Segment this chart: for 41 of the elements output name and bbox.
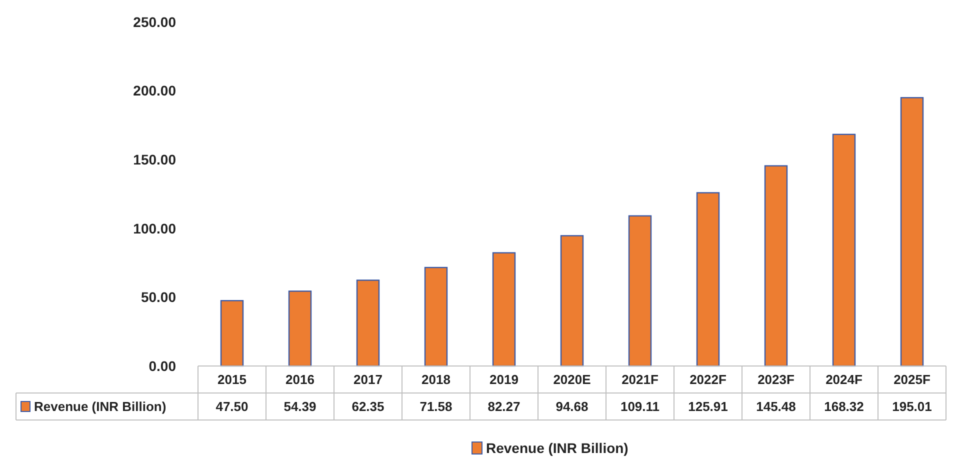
bar — [832, 134, 856, 367]
x-tick-label: 2017 — [354, 372, 382, 388]
bar — [764, 165, 788, 367]
y-tick-label: 250.00 — [133, 14, 176, 30]
x-tick-label: 2024F — [826, 372, 862, 388]
data-label: 54.39 — [284, 399, 316, 414]
data-label: 195.01 — [892, 399, 932, 414]
bar — [356, 280, 380, 367]
x-tick-label: 2018 — [422, 372, 450, 388]
data-label: 168.32 — [824, 399, 864, 414]
x-tick-label: 2025F — [894, 372, 930, 388]
x-tick-label: 2016 — [286, 372, 314, 388]
x-tick-label: 2015 — [218, 372, 246, 388]
bar — [220, 300, 244, 367]
bar — [288, 290, 312, 367]
data-label: 94.68 — [556, 399, 588, 414]
y-tick-label: 0.00 — [148, 358, 176, 374]
y-tick-label: 50.00 — [140, 289, 176, 306]
data-label: 145.48 — [756, 399, 796, 414]
x-tick-label: 2020E — [553, 372, 592, 388]
bar — [492, 252, 516, 367]
bar — [696, 192, 720, 367]
data-label: 62.35 — [352, 399, 384, 414]
text: Revenue (INR Billion) — [486, 440, 628, 456]
data-label: 109.11 — [620, 399, 660, 414]
bar — [560, 235, 584, 367]
y-tick-label: 100.00 — [133, 220, 176, 236]
y-tick-label: 150.00 — [133, 152, 176, 168]
x-tick-label: 2019 — [490, 372, 518, 388]
data-label: 47.50 — [216, 399, 248, 414]
y-tick-label: 200.00 — [133, 82, 176, 99]
legend-label: Revenue (INR Billion) — [34, 399, 166, 414]
bar — [628, 215, 652, 367]
data-label: 71.58 — [420, 399, 452, 414]
x-tick-label: 2022F — [690, 372, 726, 388]
x-tick-label: 2021F — [622, 372, 658, 388]
data-label: 82.27 — [488, 399, 520, 414]
data-label: 125.91 — [688, 399, 728, 414]
x-tick-label: 2023F — [758, 372, 794, 388]
bar — [900, 97, 924, 367]
bar — [424, 266, 448, 367]
